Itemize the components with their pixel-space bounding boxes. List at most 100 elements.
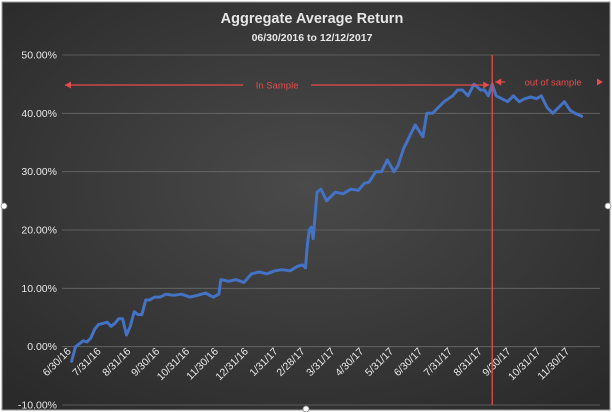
data-point	[357, 189, 360, 192]
data-point	[524, 97, 526, 100]
in-sample-arrowhead-left	[65, 81, 71, 89]
data-point	[78, 342, 81, 345]
data-point	[227, 280, 230, 283]
data-point	[456, 89, 459, 91]
data-point	[296, 265, 299, 268]
data-point	[133, 310, 136, 313]
data-point	[402, 147, 405, 150]
out-of-sample-arrowhead-right	[597, 78, 603, 86]
annotation-layer: In Sample out of sample	[65, 55, 603, 405]
data-point	[117, 317, 120, 320]
data-point	[121, 317, 124, 320]
data-point	[102, 322, 105, 325]
resize-handle-bottom[interactable]	[302, 405, 310, 412]
data-point	[258, 271, 261, 273]
data-point	[106, 321, 109, 324]
series-layer	[70, 82, 584, 363]
data-point	[557, 106, 560, 109]
out-of-sample-arrowhead-left	[495, 78, 502, 86]
data-point	[196, 294, 199, 297]
in-sample-label: In Sample	[256, 81, 299, 92]
data-point	[159, 296, 162, 298]
y-tick-label: 50.00%	[21, 50, 57, 62]
data-point	[266, 272, 268, 275]
data-point	[500, 97, 503, 100]
data-point	[512, 94, 515, 97]
data-point	[368, 181, 370, 184]
data-point	[334, 191, 337, 193]
data-point	[204, 292, 207, 294]
data-point	[506, 100, 509, 103]
resize-handle-left[interactable]	[0, 202, 8, 210]
data-point	[93, 328, 96, 331]
data-point	[408, 135, 411, 138]
data-point	[310, 226, 313, 228]
data-point	[110, 325, 112, 328]
y-tick-label: -10.00%	[18, 400, 57, 412]
grid-layer	[62, 54, 600, 406]
data-point	[529, 96, 532, 98]
data-point	[312, 237, 315, 240]
data-point	[443, 100, 445, 103]
data-point	[580, 115, 583, 118]
data-point	[325, 199, 328, 202]
data-point	[212, 296, 215, 298]
chart-subtitle: 06/30/2016 to 12/12/2017	[252, 32, 373, 44]
data-point	[518, 100, 521, 103]
data-point	[165, 293, 167, 296]
chart-title: Aggregate Average Return	[221, 11, 404, 27]
data-point	[70, 360, 73, 363]
in-sample-arrowhead-right	[483, 81, 490, 89]
data-point	[437, 106, 440, 109]
data-point	[180, 293, 183, 296]
data-point	[189, 296, 191, 298]
data-point	[281, 268, 284, 271]
data-point	[393, 170, 395, 173]
data-point	[342, 192, 344, 195]
data-point	[563, 100, 566, 103]
y-tick-label: 30.00%	[21, 166, 57, 178]
out-of-sample-label: out of sample	[525, 78, 582, 89]
data-point	[137, 313, 139, 316]
data-point	[235, 278, 238, 281]
data-point	[217, 293, 220, 296]
data-point	[82, 339, 85, 342]
data-point	[219, 278, 222, 281]
data-point	[569, 109, 572, 112]
data-point	[414, 124, 417, 126]
y-tick-label: 20.00%	[21, 225, 57, 237]
resize-handle-right[interactable]	[604, 202, 612, 210]
y-tick-label: 0.00%	[27, 341, 57, 353]
data-point	[316, 191, 318, 193]
data-point	[89, 337, 92, 339]
data-point	[319, 188, 322, 191]
data-point	[451, 94, 454, 97]
data-point	[308, 229, 311, 231]
data-point	[422, 135, 424, 138]
data-point	[97, 323, 100, 326]
data-point	[551, 112, 554, 115]
data-point	[396, 164, 399, 167]
data-point	[125, 334, 128, 336]
y-tick-label: 10.00%	[21, 283, 57, 295]
data-point	[304, 267, 307, 269]
data-point	[431, 112, 434, 115]
data-point	[153, 296, 156, 298]
data-point	[467, 94, 470, 97]
data-point	[289, 269, 291, 272]
data-point	[363, 182, 366, 185]
data-point	[86, 341, 88, 343]
data-point	[495, 94, 497, 97]
data-point	[487, 94, 490, 97]
data-point	[546, 106, 548, 109]
data-point	[483, 89, 486, 91]
data-point	[74, 345, 77, 348]
data-point	[129, 325, 132, 328]
data-point	[425, 112, 428, 115]
y-tick-label: 40.00%	[21, 108, 57, 120]
data-point	[114, 322, 116, 325]
data-point	[374, 170, 377, 173]
data-point	[250, 272, 253, 275]
